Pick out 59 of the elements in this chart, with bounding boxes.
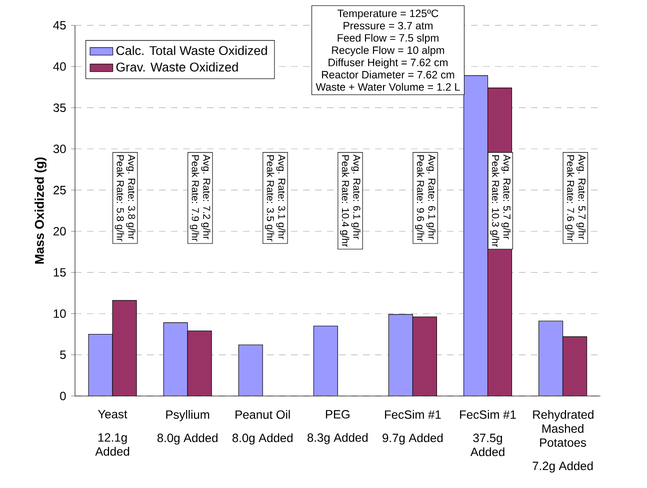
annotation: Avg. Rate: 7.2 g/hr — [201, 154, 210, 240]
legend-label: Grav. Waste Oxidized — [116, 62, 238, 72]
y-tick-label: 0 — [60, 392, 66, 400]
bar — [562, 336, 588, 396]
bar — [164, 322, 188, 396]
bar — [412, 316, 437, 396]
text: 8.0g Added — [157, 433, 218, 445]
annotation: Avg. Rate: 3.8 g/hr — [126, 154, 136, 240]
y-tick-label: 20 — [54, 226, 66, 236]
x-tick-label: FecSim #1 — [460, 410, 516, 419]
annotation: Reactor Diameter = 7.62 cm — [322, 70, 454, 78]
annotation: Peak Rate: 7.9 g/hr — [190, 155, 200, 242]
annotation: Feed Flow = 7.5 slpm — [338, 34, 438, 44]
text: 9.7g Added — [382, 433, 443, 445]
legend-label: Calc. Total Waste Oxidized — [116, 46, 267, 56]
annotation: Peak Rate: 5.8 g/hr — [114, 155, 124, 242]
annotation: Peak Rate: 10.3 g/hr — [490, 155, 500, 247]
annotation: Avg. Rate: 5.7 g/hr — [501, 154, 511, 240]
y-tick-label: 40 — [53, 62, 66, 71]
text: 7.2g Added — [532, 461, 593, 473]
x-tick-label: Yeast — [98, 410, 128, 418]
y-tick-label: 5 — [60, 350, 66, 359]
annotation: Avg. Rate: 6.1 g/hr — [351, 154, 361, 240]
text: 8.3g Added — [308, 433, 368, 444]
bar — [188, 330, 212, 396]
text: Temperature = 125ºC — [338, 10, 438, 20]
annotation: Avg. Rate: 3.1 g/hr — [276, 154, 286, 240]
bar — [464, 76, 488, 396]
annotation: Peak Rate: 3.5 g/hr — [264, 155, 274, 242]
annotation: Peak Rate: 10.4 g/hr — [340, 155, 350, 247]
annotation: Avg. Rate: 5.7 g/hr — [576, 154, 586, 240]
annotation: Avg. Rate: 6.1 g/hr — [426, 154, 436, 240]
x-tick-label: Rehydrated Mashed Potatoes — [533, 410, 594, 447]
y-tick-label: 10 — [54, 309, 66, 318]
y-tick-label: 45 — [53, 21, 66, 30]
x-tick-label: FecSim #1 — [385, 410, 441, 419]
annotation: Peak Rate: 9.6 g/hr — [414, 155, 424, 242]
annotation: Diffuser Height = 7.62 cm — [328, 58, 448, 68]
x-tick-label: PEG — [326, 410, 350, 419]
bar — [238, 344, 263, 396]
bar — [88, 334, 113, 396]
y-tick-label: 35 — [53, 103, 66, 112]
annotation: Pressure = 3.7 atm — [344, 22, 432, 30]
annotation: Waste + Water Volume = 1.2 L — [316, 82, 460, 91]
annotation: Recycle Flow = 10 alpm — [332, 46, 444, 56]
text: 37.5g Added — [470, 434, 504, 456]
bar — [538, 320, 564, 396]
text: 12.1g Added — [95, 433, 130, 456]
x-tick-label: Psyllium — [166, 410, 210, 422]
bar — [388, 314, 413, 396]
y-tick-label: 30 — [53, 144, 66, 154]
bar — [112, 300, 137, 396]
text: 8.0g Added — [232, 433, 292, 445]
y-tick-label: 15 — [54, 268, 66, 277]
x-tick-label: Peanut Oil — [236, 410, 290, 419]
y-axis-title: Mass Oxidized (g) — [34, 157, 46, 264]
bar — [314, 326, 338, 396]
y-tick-label: 25 — [54, 186, 66, 194]
annotation: Peak Rate: 7.6 g/hr — [565, 155, 574, 242]
